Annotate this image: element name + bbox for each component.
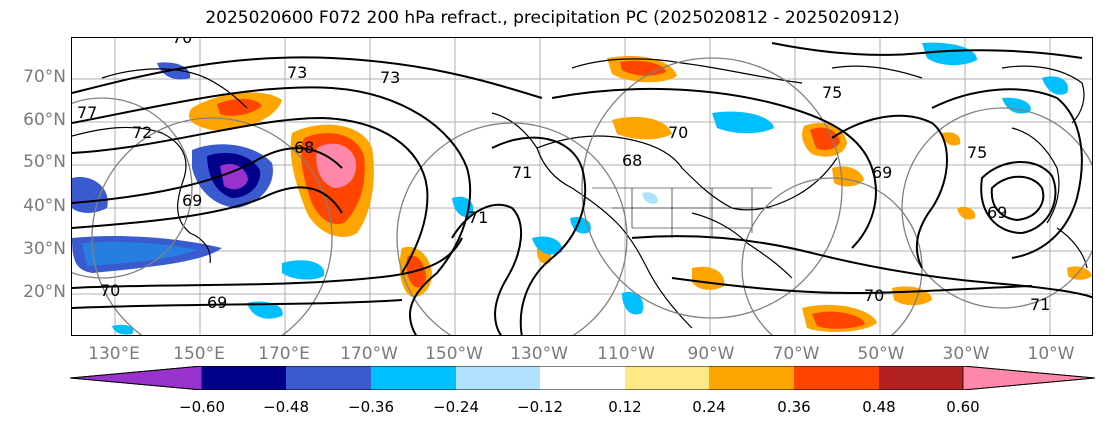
colorbar	[70, 366, 1095, 390]
colorbar-tick: 0.24	[692, 398, 726, 416]
contour-label: 71	[512, 163, 532, 182]
lon-label-130e: 130°E	[88, 344, 140, 364]
lon-label-110w: 110°W	[597, 344, 655, 364]
lon-label-90w: 90°W	[687, 344, 735, 364]
contour-label: 68	[622, 151, 642, 170]
lon-label-30w: 30°W	[942, 344, 990, 364]
colorbar-segment	[371, 366, 456, 390]
lat-label-60n: 60°N	[23, 110, 66, 130]
colorbar-tick: −0.12	[517, 398, 563, 416]
contour-label: 73	[287, 63, 307, 82]
colorbar-segment	[625, 366, 709, 390]
colorbar-segment	[709, 366, 794, 390]
contour-label: 70	[100, 281, 120, 300]
refractivity-contours	[72, 42, 1092, 335]
contour-label: 70	[172, 38, 192, 47]
precip-positive	[188, 56, 1092, 333]
contour-label: 69	[872, 163, 892, 182]
colorbar-segment	[879, 366, 963, 390]
colorbar-tick: 0.60	[946, 398, 980, 416]
colorbar-tick: 0.12	[608, 398, 642, 416]
contour-label: 69	[182, 191, 202, 210]
lat-label-20n: 20°N	[23, 282, 66, 302]
gray-circles	[72, 57, 1092, 335]
contour-label: 70	[668, 123, 688, 142]
contour-label: 72	[132, 123, 152, 142]
contour-label: 71	[468, 208, 488, 227]
lat-label-50n: 50°N	[23, 152, 66, 172]
contour-label: 71	[1030, 295, 1050, 314]
colorbar-segment	[962, 366, 1095, 390]
contour-label: 75	[967, 143, 987, 162]
contour-label: 68	[294, 138, 314, 157]
colorbar-tick: −0.48	[263, 398, 309, 416]
lat-label-40n: 40°N	[23, 196, 66, 216]
lon-label-150e: 150°E	[173, 344, 225, 364]
contour-label-group: 70 73 73 77 72 68 69 71 71 69 70 68 69 7…	[77, 38, 1050, 314]
contour-label: 69	[987, 203, 1007, 222]
map-panel: 70 73 73 77 72 68 69 71 71 69 70 68 69 7…	[71, 37, 1093, 336]
lon-label-130w: 130°W	[510, 344, 568, 364]
contour-label: 70	[864, 286, 884, 305]
contour-label: 69	[207, 293, 227, 312]
lat-label-70n: 70°N	[23, 67, 66, 87]
colorbar-segment	[286, 366, 371, 390]
contour-label: 73	[380, 68, 400, 87]
lon-label-170w: 170°W	[340, 344, 398, 364]
lon-label-50w: 50°W	[857, 344, 905, 364]
colorbar-segment	[70, 366, 203, 390]
colorbar-tick: −0.36	[348, 398, 394, 416]
colorbar-segment	[540, 366, 625, 390]
colorbar-tick: 0.36	[777, 398, 811, 416]
colorbar-segment	[202, 366, 286, 390]
lon-label-10w: 10°W	[1027, 344, 1075, 364]
lat-label-30n: 30°N	[23, 239, 66, 259]
map-title: 2025020600 F072 200 hPa refract., precip…	[205, 8, 900, 28]
colorbar-segment	[456, 366, 540, 390]
contour-label: 77	[77, 103, 97, 122]
lon-label-170e: 170°E	[258, 344, 310, 364]
map-canvas: 70 73 73 77 72 68 69 71 71 69 70 68 69 7…	[72, 38, 1092, 335]
lon-label-150w: 150°W	[425, 344, 483, 364]
lon-label-70w: 70°W	[772, 344, 820, 364]
colorbar-segment	[794, 366, 879, 390]
colorbar-tick: −0.24	[433, 398, 479, 416]
colorbar-tick: −0.60	[179, 398, 225, 416]
colorbar-tick: 0.48	[862, 398, 896, 416]
contour-label: 75	[822, 83, 842, 102]
political-borders	[592, 187, 772, 238]
